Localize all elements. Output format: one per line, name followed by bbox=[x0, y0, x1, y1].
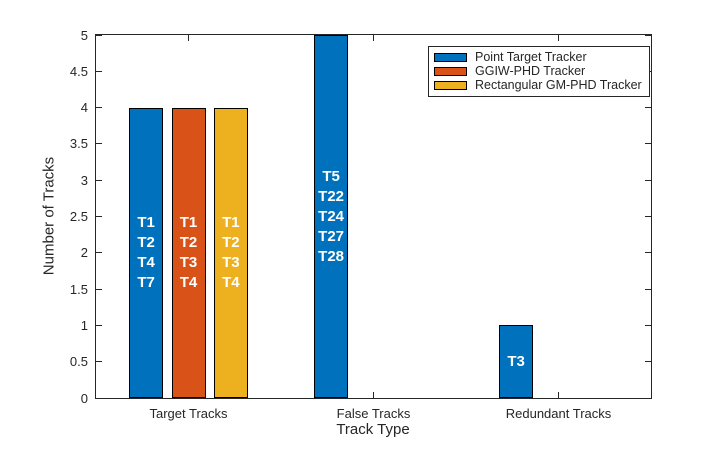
y-tick-mark bbox=[96, 107, 102, 109]
bar-track-label: T28 bbox=[318, 247, 345, 265]
bar-track-label: T3 bbox=[179, 253, 198, 271]
legend-item-label: Rectangular GM-PHD Tracker bbox=[475, 78, 642, 92]
bar-track-label: T3 bbox=[222, 253, 240, 271]
x-tick-label: Target Tracks bbox=[149, 406, 228, 421]
y-tick-label: 3.5 bbox=[69, 136, 88, 152]
y-tick-mark bbox=[96, 179, 102, 181]
legend: Point Target Tracker GGIW-PHD Tracker Rect… bbox=[428, 46, 650, 97]
y-tick-mark-right bbox=[645, 288, 651, 290]
y-tick-mark-right bbox=[645, 361, 651, 363]
bar-track-label: T4 bbox=[222, 273, 240, 291]
y-tick-label: 1.5 bbox=[69, 281, 88, 297]
legend-swatch bbox=[434, 67, 467, 76]
y-tick-mark-right bbox=[645, 324, 651, 326]
bar: T1 T2 T3 T4 bbox=[213, 107, 248, 398]
legend-item-label: GGIW-PHD Tracker bbox=[475, 64, 586, 78]
y-tick-mark-right bbox=[645, 179, 651, 181]
bar-track-label: T2 bbox=[137, 233, 155, 251]
legend-swatch bbox=[434, 81, 467, 90]
bar-label-stack: T1 T2 T3 T4 bbox=[173, 109, 205, 397]
legend-swatch bbox=[434, 53, 467, 62]
bar-label-stack: T1 T2 T3 T4 bbox=[215, 109, 247, 397]
x-tick-label: Redundant Tracks bbox=[505, 406, 612, 421]
x-axis-label: Track Type bbox=[336, 421, 410, 438]
bar-track-label: T1 bbox=[179, 213, 198, 231]
bar-track-label: T5 bbox=[322, 167, 340, 185]
y-tick-mark bbox=[96, 324, 102, 326]
bar: T1 T2 T4 T7 bbox=[129, 107, 164, 398]
y-tick-mark-right bbox=[645, 397, 651, 399]
bar-track-label: T4 bbox=[137, 253, 155, 271]
y-tick-label: 3 bbox=[80, 172, 88, 188]
bar: T1 T2 T3 T4 bbox=[171, 107, 206, 398]
bar-track-label: T2 bbox=[179, 233, 198, 251]
bar-track-label: T22 bbox=[318, 187, 345, 205]
x-tick-mark-top bbox=[558, 35, 559, 41]
bar-label-stack: T5 T22 T24 T27 T28 bbox=[315, 36, 347, 397]
bar-track-label: T24 bbox=[318, 207, 345, 225]
y-tick-mark bbox=[96, 252, 102, 254]
bar-label-stack: T3 bbox=[500, 326, 532, 397]
y-tick-mark bbox=[96, 397, 102, 399]
x-tick-mark bbox=[558, 392, 559, 398]
legend-item-label: Point Target Tracker bbox=[475, 50, 587, 64]
x-tick-mark-top bbox=[373, 35, 374, 41]
y-tick-mark bbox=[96, 143, 102, 145]
y-tick-label: 1 bbox=[80, 317, 88, 333]
bar-track-label: T1 bbox=[222, 213, 240, 231]
bar-track-label: T7 bbox=[137, 273, 155, 291]
y-tick-label: 5 bbox=[80, 27, 88, 43]
x-tick-mark bbox=[373, 392, 374, 398]
y-tick-mark bbox=[96, 216, 102, 217]
y-tick-mark-right bbox=[645, 143, 651, 145]
y-tick-label: 2.5 bbox=[69, 209, 88, 224]
y-tick-label: 0.5 bbox=[69, 354, 88, 370]
legend-item: Rectangular GM-PHD Tracker bbox=[434, 79, 642, 92]
x-tick-mark-top bbox=[188, 35, 189, 41]
y-tick-mark-right bbox=[645, 34, 651, 36]
bar-track-label: T4 bbox=[179, 273, 198, 291]
y-tick-mark bbox=[96, 361, 102, 363]
y-tick-label: 2 bbox=[80, 245, 88, 261]
legend-item: GGIW-PHD Tracker bbox=[434, 65, 642, 78]
y-tick-mark bbox=[96, 70, 102, 72]
y-tick-mark bbox=[96, 34, 102, 36]
legend-item: Point Target Tracker bbox=[434, 51, 642, 64]
bar: T5 T22 T24 T27 T28 bbox=[314, 35, 349, 398]
y-tick-label: 4 bbox=[80, 100, 88, 116]
bar-label-stack: T1 T2 T4 T7 bbox=[130, 109, 162, 397]
bar-track-label: T1 bbox=[137, 213, 155, 231]
y-tick-mark-right bbox=[645, 107, 651, 109]
y-tick-mark bbox=[96, 288, 102, 290]
bar-track-label: T27 bbox=[318, 227, 345, 245]
y-tick-mark-right bbox=[645, 216, 651, 217]
x-tick-label: False Tracks bbox=[336, 406, 411, 421]
y-tick-label: 0 bbox=[80, 390, 88, 406]
bar: T3 bbox=[499, 325, 534, 398]
bar-track-label: T3 bbox=[507, 352, 525, 370]
bar-track-label: T2 bbox=[222, 233, 240, 251]
y-tick-mark-right bbox=[645, 252, 651, 254]
y-tick-label: 4.5 bbox=[69, 63, 88, 79]
